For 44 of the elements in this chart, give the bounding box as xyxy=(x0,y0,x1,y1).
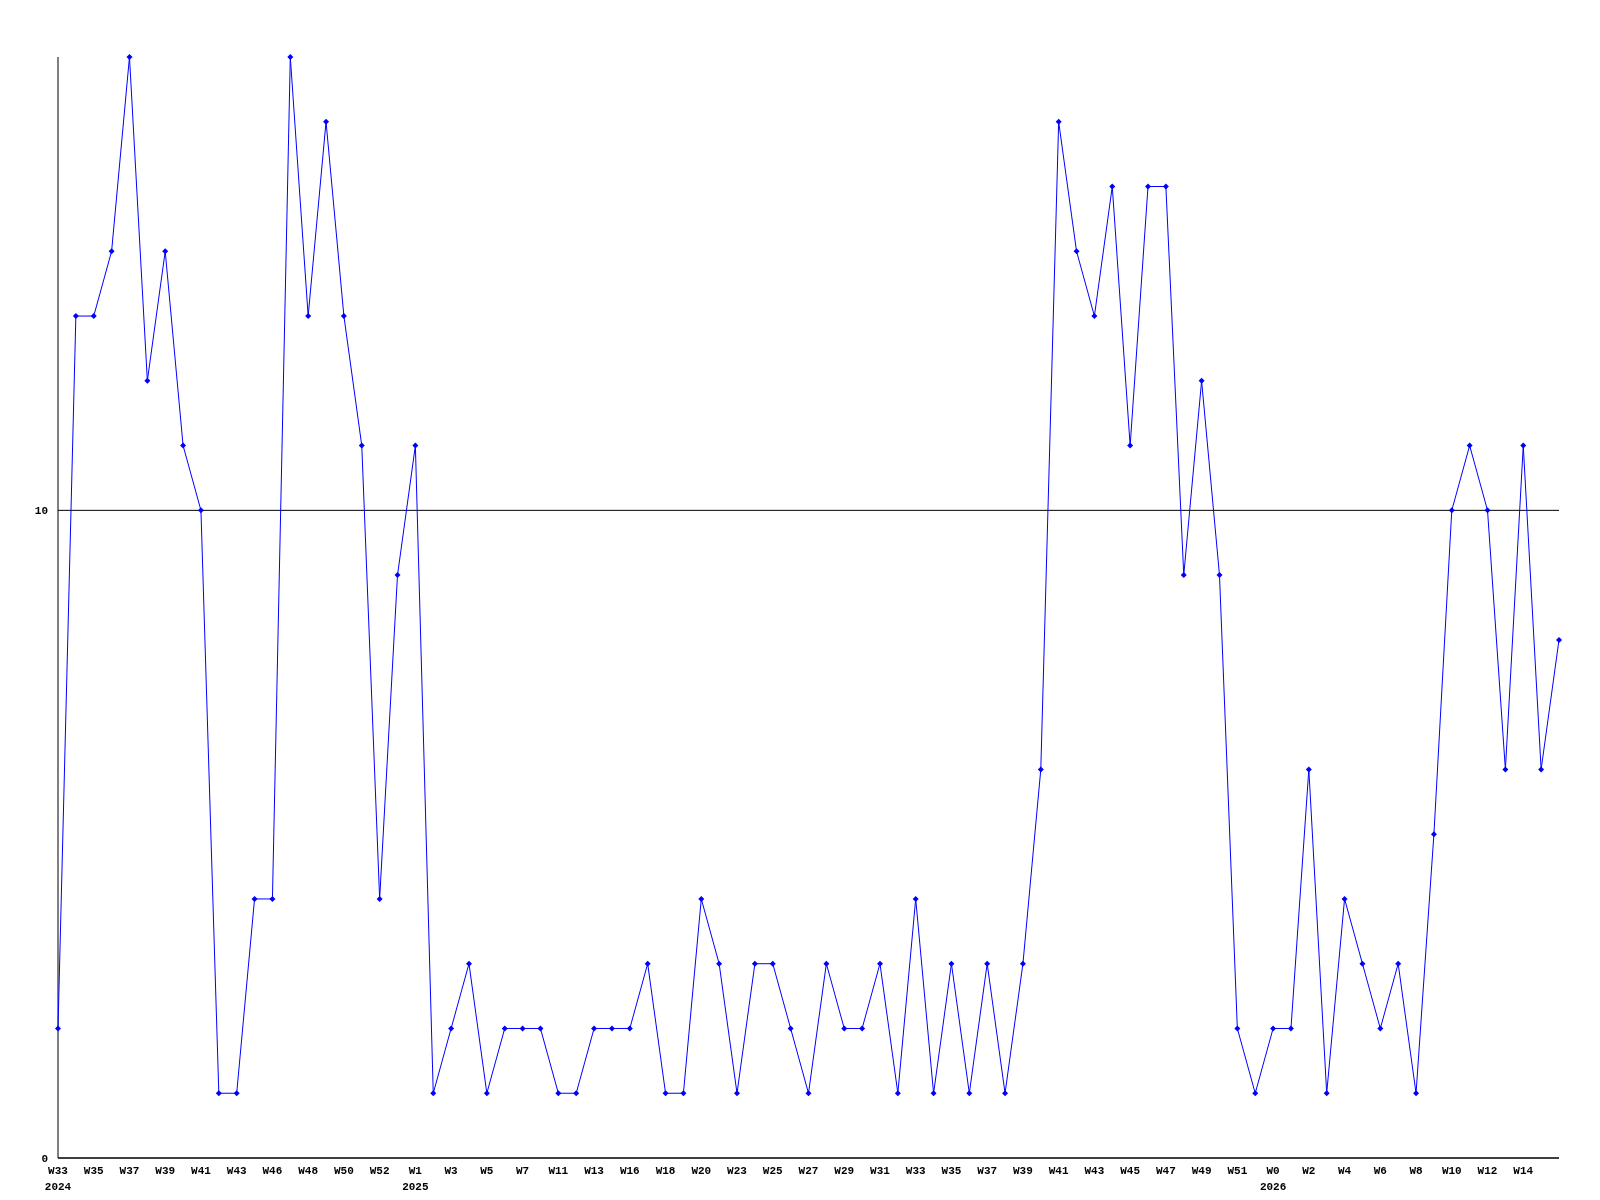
x-tick-label: W13 xyxy=(584,1165,605,1177)
x-tick-label: W52 xyxy=(369,1165,390,1177)
x-tick-label: W33 2024 xyxy=(44,1165,72,1193)
x-tick-label: W47 xyxy=(1155,1165,1176,1177)
x-tick-label: W35 xyxy=(941,1165,962,1177)
x-tick-label: W33 xyxy=(905,1165,927,1177)
x-tick-label: W51 xyxy=(1227,1165,1248,1177)
x-tick-label: W8 xyxy=(1409,1165,1424,1177)
x-tick-label: W23 xyxy=(727,1165,748,1177)
x-tick-label: W43 xyxy=(1084,1165,1105,1177)
x-tick-label: W35 xyxy=(83,1165,105,1177)
x-tick-label: W39 xyxy=(1013,1165,1033,1177)
x-tick-label: W2 xyxy=(1302,1165,1316,1177)
x-tick-label: W12 xyxy=(1477,1165,1498,1177)
x-tick-label: W46 xyxy=(262,1165,283,1177)
x-tick-label: W48 xyxy=(298,1165,319,1177)
x-tick-label: W45 xyxy=(1120,1165,1141,1177)
x-tick-label: W4 xyxy=(1337,1165,1352,1177)
x-tick-label: W11 xyxy=(548,1165,569,1177)
x-tick-label: W43 xyxy=(226,1165,247,1177)
x-tick-label: W41 xyxy=(1048,1165,1069,1177)
x-tick-label: W16 xyxy=(619,1165,640,1177)
x-tick-label: W14 xyxy=(1513,1165,1534,1177)
x-tick-label: W31 xyxy=(870,1165,891,1177)
x-tick-label: W5 xyxy=(480,1165,494,1177)
x-tick-label: W18 xyxy=(655,1165,676,1177)
x-tick-label: W50 xyxy=(334,1165,354,1177)
x-tick-label: W0 2026 xyxy=(1259,1165,1287,1193)
y-tick-label: 10 xyxy=(34,505,48,518)
x-tick-label: W27 xyxy=(798,1165,819,1177)
x-tick-label: W25 xyxy=(762,1165,784,1177)
y-tick-label: 0 xyxy=(41,1152,48,1165)
x-tick-label: W3 xyxy=(444,1165,459,1177)
x-tick-label: W20 xyxy=(691,1165,712,1177)
x-tick-label: W39 xyxy=(155,1165,176,1177)
x-tick-label: W29 xyxy=(834,1165,855,1177)
x-tick-label: W10 xyxy=(1441,1165,1462,1177)
x-tick-label: W6 xyxy=(1373,1165,1387,1177)
x-tick-label: W37 xyxy=(977,1165,998,1177)
x-tick-label: W1 2025 xyxy=(402,1165,429,1193)
x-tick-label: W41 xyxy=(191,1165,212,1177)
x-tick-label: W37 xyxy=(119,1165,140,1177)
x-tick-label: W49 xyxy=(1191,1165,1212,1177)
x-tick-label: W7 xyxy=(515,1165,530,1177)
